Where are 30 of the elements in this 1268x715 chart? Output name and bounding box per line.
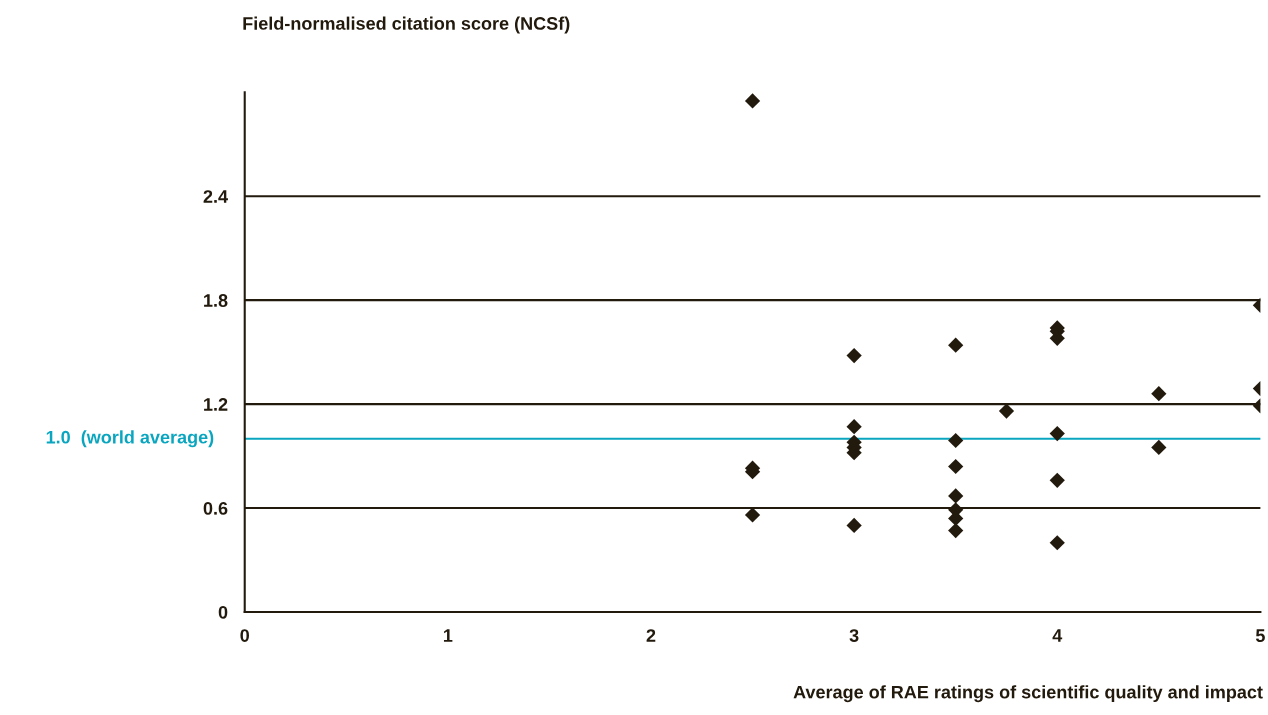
point: [1049, 535, 1065, 551]
point: [846, 517, 862, 534]
point: [1049, 472, 1065, 488]
point: [1049, 425, 1065, 442]
point: [1151, 386, 1167, 402]
x-tick-label: 4: [1052, 629, 1063, 642]
point: [948, 488, 964, 504]
point: [948, 458, 964, 475]
point: [948, 432, 964, 449]
y-tick-label: 0.6: [203, 502, 228, 515]
point: [846, 348, 862, 364]
x-tick-label: 2: [646, 629, 656, 642]
x-tick-label: 3: [849, 629, 859, 642]
point: [948, 523, 964, 539]
x-axis-title: Average of RAE ratings of scientific quality and impact: [793, 685, 1263, 703]
point: [1151, 439, 1167, 456]
y-tick-label: 2.4: [203, 190, 228, 203]
y-axis-title: Field-normalised citation score (NCSf): [243, 16, 570, 34]
y-tick-label: 1.8: [204, 294, 228, 307]
point: [846, 419, 862, 435]
y-tick-label: 1.2: [204, 398, 228, 411]
point: [744, 93, 761, 109]
point: [998, 403, 1015, 419]
x-tick-label: 5: [1255, 629, 1265, 642]
y-tick-label: 0: [218, 605, 228, 619]
point: [744, 507, 761, 523]
x-tick-label: 1: [443, 629, 453, 642]
ref-line-label: 1.0 (world average): [46, 430, 214, 448]
point: [948, 337, 964, 353]
x-tick-label: 0: [240, 629, 250, 642]
